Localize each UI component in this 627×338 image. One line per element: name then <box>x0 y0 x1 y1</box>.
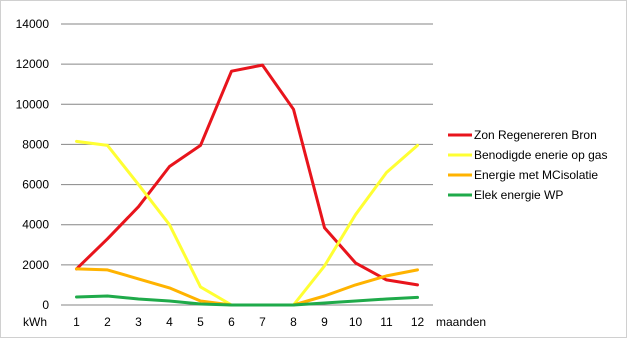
x-axis-label: maanden <box>436 315 486 329</box>
y-tick-label: 4000 <box>22 218 49 232</box>
series-lines <box>75 63 419 307</box>
x-tick-label: 6 <box>228 315 235 329</box>
y-tick-label: 6000 <box>22 178 49 192</box>
x-tick-label: 5 <box>197 315 204 329</box>
y-tick-label: 12000 <box>16 57 50 71</box>
x-tick-label: 12 <box>411 315 425 329</box>
y-tick-label: 14000 <box>16 17 50 31</box>
y-tick-label: 10000 <box>16 97 50 111</box>
y-tick-label: 8000 <box>22 137 49 151</box>
x-tick-label: 9 <box>321 315 328 329</box>
x-tick-label: 10 <box>349 315 363 329</box>
x-tick-label: 11 <box>380 315 393 329</box>
y-tick-label: 2000 <box>22 258 49 272</box>
x-tick-label: 7 <box>259 315 266 329</box>
y-axis-label: kWh <box>23 315 47 329</box>
series-line <box>75 294 419 307</box>
x-tick-label: 8 <box>290 315 297 329</box>
legend-label: Elek energie WP <box>474 188 563 202</box>
x-axis-ticks: 1 2 3 4 5 6 7 8 9 10 11 12 <box>73 315 424 329</box>
y-axis-ticks: 0 2000 4000 6000 8000 10000 12000 14000 <box>16 17 50 312</box>
legend: Zon Regenereren Bron Benodigde enerie op … <box>448 128 607 202</box>
x-tick-label: 1 <box>73 315 80 329</box>
legend-label: Zon Regenereren Bron <box>474 128 597 142</box>
x-tick-label: 2 <box>104 315 111 329</box>
y-tick-label: 0 <box>42 298 49 312</box>
x-tick-label: 4 <box>166 315 173 329</box>
series-line <box>75 63 419 287</box>
legend-label: Energie met MCisolatie <box>474 168 598 182</box>
legend-label: Benodigde enerie op gas <box>474 148 607 162</box>
x-tick-label: 3 <box>135 315 142 329</box>
